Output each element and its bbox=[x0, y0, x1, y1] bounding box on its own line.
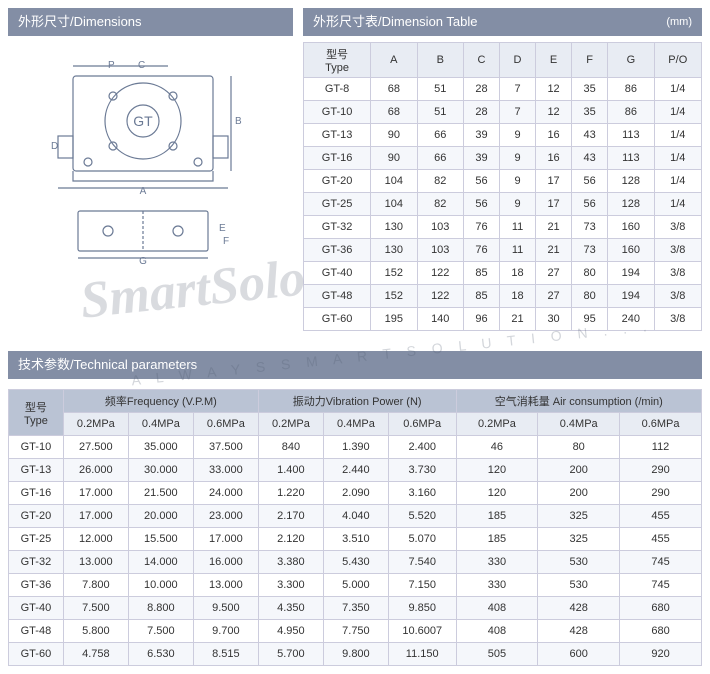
tech-sub-header: 0.6MPa bbox=[193, 413, 258, 436]
tech-group-header: 频率Frequency (V.P.M) bbox=[63, 390, 258, 413]
dimension-table-title: 外形尺寸表/Dimension Table(mm) bbox=[303, 8, 702, 36]
table-row: GT-1068512871235861/4 bbox=[304, 101, 702, 124]
svg-text:E: E bbox=[219, 223, 226, 234]
table-row: GT-1027.50035.00037.5008401.3902.4004680… bbox=[9, 436, 702, 459]
tech-sub-header: 0.4MPa bbox=[538, 413, 620, 436]
table-row: GT-367.80010.00013.0003.3005.0007.150330… bbox=[9, 574, 702, 597]
tech-sub-header: 0.2MPa bbox=[456, 413, 538, 436]
svg-text:GT: GT bbox=[133, 113, 153, 129]
dim-col-header: P/O bbox=[654, 43, 701, 78]
tech-sub-header: 0.2MPa bbox=[63, 413, 128, 436]
table-row: GT-868512871235861/4 bbox=[304, 78, 702, 101]
table-row: GT-40152122851827801943/8 bbox=[304, 262, 702, 285]
dim-col-header: 型号Type bbox=[304, 43, 371, 78]
dim-col-header: C bbox=[463, 43, 499, 78]
svg-text:B: B bbox=[235, 116, 242, 127]
table-row: GT-1326.00030.00033.0001.4002.4403.73012… bbox=[9, 459, 702, 482]
table-row: GT-604.7586.5308.5155.7009.80011.1505056… bbox=[9, 643, 702, 666]
table-row: GT-3213.00014.00016.0003.3805.4307.54033… bbox=[9, 551, 702, 574]
tech-sub-header: 0.2MPa bbox=[258, 413, 323, 436]
tech-group-header: 振动力Vibration Power (N) bbox=[258, 390, 456, 413]
table-row: GT-1617.00021.50024.0001.2202.0903.16012… bbox=[9, 482, 702, 505]
dim-col-header: A bbox=[371, 43, 417, 78]
svg-text:D: D bbox=[51, 141, 58, 152]
table-row: GT-13906639916431131/4 bbox=[304, 124, 702, 147]
tech-group-header: 型号Type bbox=[9, 390, 64, 436]
table-row: GT-251048256917561281/4 bbox=[304, 193, 702, 216]
table-row: GT-36130103761121731603/8 bbox=[304, 239, 702, 262]
dim-col-header: F bbox=[572, 43, 608, 78]
dim-col-header: B bbox=[417, 43, 463, 78]
dimension-table: 型号TypeABCDEFGP/O GT-868512871235861/4GT-… bbox=[303, 42, 702, 331]
dim-col-header: G bbox=[608, 43, 654, 78]
tech-sub-header: 0.4MPa bbox=[323, 413, 388, 436]
table-row: GT-407.5008.8009.5004.3507.3509.85040842… bbox=[9, 597, 702, 620]
table-row: GT-16906639916431131/4 bbox=[304, 147, 702, 170]
table-row: GT-60195140962130952403/8 bbox=[304, 308, 702, 331]
tech-sub-header: 0.4MPa bbox=[128, 413, 193, 436]
table-row: GT-485.8007.5009.7004.9507.75010.6007408… bbox=[9, 620, 702, 643]
dim-col-header: E bbox=[536, 43, 572, 78]
table-row: GT-2512.00015.50017.0002.1203.5105.07018… bbox=[9, 528, 702, 551]
tech-sub-header: 0.6MPa bbox=[388, 413, 456, 436]
table-row: GT-2017.00020.00023.0002.1704.0405.52018… bbox=[9, 505, 702, 528]
tech-params-title: 技术参数/Technical parameters bbox=[8, 351, 702, 379]
dimension-diagram: GT P C A B D E F G bbox=[8, 36, 293, 276]
tech-group-header: 空气消耗量 Air consumption (/min) bbox=[456, 390, 702, 413]
table-row: GT-48152122851827801943/8 bbox=[304, 285, 702, 308]
table-row: GT-201048256917561281/4 bbox=[304, 170, 702, 193]
svg-text:F: F bbox=[223, 236, 229, 247]
dim-col-header: D bbox=[500, 43, 536, 78]
table-row: GT-32130103761121731603/8 bbox=[304, 216, 702, 239]
dimensions-title: 外形尺寸/Dimensions bbox=[8, 8, 293, 36]
tech-params-table: 型号Type频率Frequency (V.P.M)振动力Vibration Po… bbox=[8, 389, 702, 666]
tech-sub-header: 0.6MPa bbox=[620, 413, 702, 436]
